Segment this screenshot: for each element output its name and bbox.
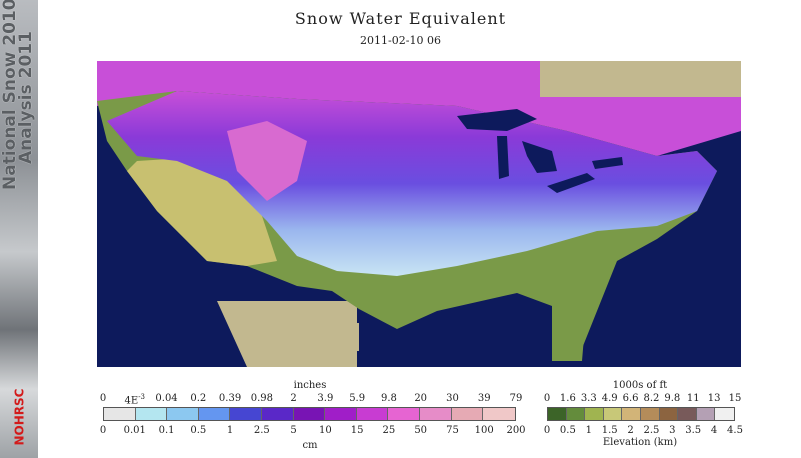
legend-tick-label: 0 xyxy=(543,393,551,404)
legend-tick-label: 0.5 xyxy=(190,425,207,436)
legend-swatch xyxy=(566,408,586,420)
legend-tick-label: 11 xyxy=(686,393,700,404)
legend-tick-label: 0 xyxy=(543,425,551,436)
nohrsc-logo: NOHRSC xyxy=(2,380,36,450)
mexico-region-east xyxy=(297,323,359,351)
rockies-heavy-snow xyxy=(227,121,307,201)
legend-tick-label: 2 xyxy=(290,393,297,404)
nohrsc-logo-text: NOHRSC xyxy=(12,388,27,446)
legend-tick-label: 4E-3 xyxy=(124,393,146,407)
legend-tick-label: 1.5 xyxy=(601,425,618,436)
legend-tick-label: 0 xyxy=(99,425,107,436)
legend-tick-label: 0.39 xyxy=(218,393,242,404)
legend-tick-label: 1.6 xyxy=(559,393,576,404)
legend-tick-label: 0.5 xyxy=(559,425,576,436)
swe-top-unit: inches xyxy=(293,380,327,391)
legend-tick-label: 3 xyxy=(669,425,676,436)
legend-tick-label: 0 xyxy=(99,393,107,404)
lake-huron xyxy=(522,141,557,173)
swe-color-bar xyxy=(103,407,516,421)
legend-swatch xyxy=(715,408,734,420)
legend-swatch xyxy=(167,408,199,420)
legend-swatch xyxy=(640,408,660,420)
legend-swatch xyxy=(135,408,168,420)
map-date: 2011-02-10 06 xyxy=(360,34,441,47)
lake-michigan xyxy=(497,136,509,179)
legend-tick-label: 4.9 xyxy=(601,393,618,404)
legend-tick-label: 0.1 xyxy=(158,425,175,436)
legend-tick-label: 3.9 xyxy=(317,393,334,404)
legend-tick-label: 5.9 xyxy=(349,393,366,404)
legend-tick-label: 0.2 xyxy=(190,393,207,404)
legend-tick-label: 4 xyxy=(710,425,718,436)
legend-swatch xyxy=(325,408,357,420)
legend-tick-label: 2 xyxy=(627,425,634,436)
legend-tick-label: 30 xyxy=(446,393,459,404)
legend-tick-label: 200 xyxy=(506,425,526,436)
legend-swatch xyxy=(585,408,604,420)
legend-tick-label: 2.5 xyxy=(253,425,270,436)
legend-swatch xyxy=(198,408,231,420)
florida xyxy=(552,301,587,361)
legend-tick-label: 15 xyxy=(350,425,364,436)
legend-swatch xyxy=(603,408,623,420)
legend-tick-label: 0.04 xyxy=(155,393,178,404)
legend-tick-label: 50 xyxy=(414,425,428,436)
legend-tick-label: 3.3 xyxy=(580,393,597,404)
snow-water-equivalent-map xyxy=(97,61,741,367)
canada-snow xyxy=(97,61,741,156)
elevation-color-bar xyxy=(547,407,735,421)
legend-tick-label: 13 xyxy=(707,393,721,404)
banner-line-2: Analysis 2011 xyxy=(16,31,36,164)
legend-tick-label: 20 xyxy=(414,393,428,404)
legend-swatch xyxy=(388,408,421,420)
legend-swatch xyxy=(293,408,326,420)
legend-tick-label: 5 xyxy=(290,425,297,436)
legend-swatch xyxy=(356,408,389,420)
legend-tick-label: 2.5 xyxy=(643,425,660,436)
legend-swatch xyxy=(483,408,515,420)
legend-tick-label: 9.8 xyxy=(664,393,681,404)
legend-tick-label: 6.6 xyxy=(622,393,639,404)
legend-swatch xyxy=(622,408,641,420)
legend-tick-label: 3.5 xyxy=(685,425,702,436)
elevation-bottom-unit: Elevation (km) xyxy=(602,437,678,448)
legend-tick-label: 0.01 xyxy=(123,425,146,436)
legend-swatch xyxy=(659,408,679,420)
legend-tick-label: 75 xyxy=(446,425,459,436)
legend-tick-label: 10 xyxy=(319,425,332,436)
page-title: Snow Water Equivalent xyxy=(294,9,507,28)
legend-swatch xyxy=(230,408,263,420)
legend-swatch xyxy=(548,408,567,420)
lake-ontario xyxy=(592,157,623,169)
legend-tick-label: 15 xyxy=(728,393,742,404)
map-graphic xyxy=(97,61,741,367)
legend-tick-label: 4.5 xyxy=(727,425,743,436)
legend-swatch xyxy=(696,408,716,420)
legend-swatch xyxy=(451,408,484,420)
lake-superior xyxy=(457,109,537,131)
legend-tick-label: 100 xyxy=(474,425,494,436)
legend-tick-label: 39 xyxy=(477,393,491,404)
legend-tick-label: 79 xyxy=(509,393,523,404)
legend-tick-label: 8.2 xyxy=(643,393,660,404)
legend-swatch xyxy=(678,408,697,420)
elevation-top-unit: 1000s of ft xyxy=(612,380,668,391)
legend-tick-label: 9.8 xyxy=(380,393,397,404)
legend-tick-label: 1 xyxy=(226,425,234,436)
lake-erie xyxy=(547,173,595,193)
legend-swatch xyxy=(420,408,452,420)
legend-tick-label: 1 xyxy=(585,425,592,436)
legend-tick-label: 25 xyxy=(382,425,396,436)
analysis-banner: National Snow 2010- Analysis 2011 NOHRSC xyxy=(0,0,38,458)
legend-tick-label: 0.98 xyxy=(250,393,273,404)
legend-swatch xyxy=(104,408,136,420)
banner-title: National Snow 2010- Analysis 2011 xyxy=(0,0,36,190)
legend-swatch xyxy=(262,408,294,420)
swe-bottom-unit: cm xyxy=(302,440,318,451)
canada-region xyxy=(540,61,741,97)
